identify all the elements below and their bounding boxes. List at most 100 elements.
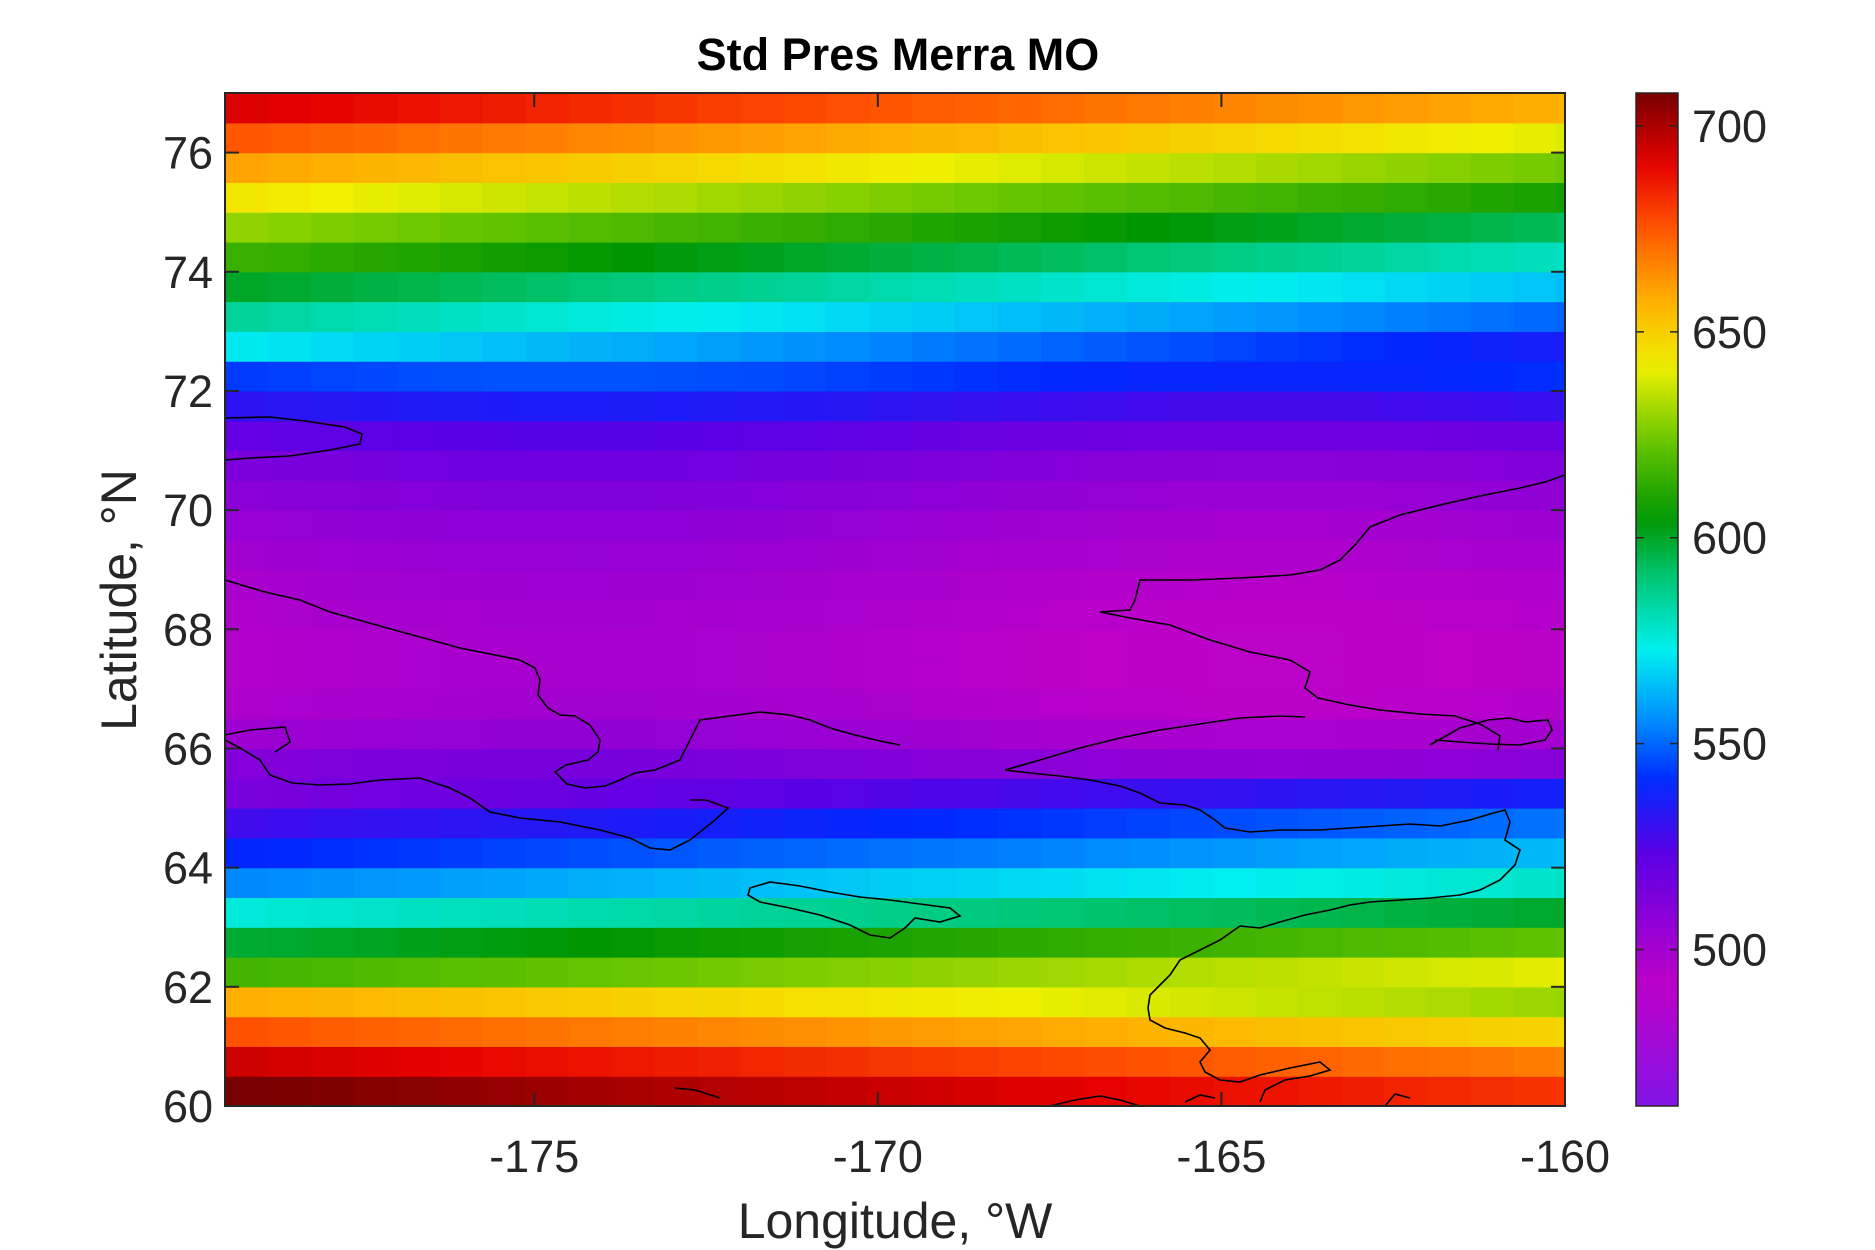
heatmap-cell — [1384, 1076, 1429, 1107]
heatmap-cell — [611, 1046, 656, 1077]
heatmap-cell — [1513, 659, 1558, 690]
heatmap-cell — [611, 152, 656, 183]
heatmap-cell — [1255, 510, 1300, 541]
heatmap-cell — [1556, 629, 1566, 660]
heatmap-cell — [525, 897, 570, 928]
heatmap-cell — [1041, 241, 1085, 273]
heatmap-cell — [396, 837, 441, 869]
heatmap-cell — [267, 301, 312, 332]
heatmap-cell — [697, 539, 741, 571]
heatmap-cell — [1556, 301, 1566, 332]
heatmap-cell — [1513, 331, 1558, 362]
heatmap-cell — [1083, 390, 1128, 422]
heatmap-cell — [1169, 331, 1214, 362]
heatmap-cell — [1169, 599, 1214, 630]
heatmap-cell — [1126, 212, 1171, 243]
heatmap-cell — [1384, 599, 1429, 630]
heatmap-cell — [310, 897, 355, 928]
colorbar-tick-label: 550 — [1692, 719, 1767, 770]
heatmap-cell — [1041, 271, 1085, 303]
heatmap-cell — [1341, 361, 1386, 392]
heatmap-cell — [1384, 927, 1429, 958]
heatmap-cell — [783, 629, 827, 660]
heatmap-cell — [697, 212, 741, 243]
x-tick-label: -170 — [833, 1131, 923, 1182]
heatmap-cell — [912, 837, 956, 869]
heatmap-cell — [740, 599, 784, 630]
heatmap-cell — [1556, 271, 1566, 303]
heatmap-cell — [267, 659, 312, 690]
heatmap-cell — [1083, 241, 1128, 273]
heatmap-cell — [1298, 599, 1343, 630]
heatmap-cell — [1556, 808, 1566, 839]
colorbar-tick-label: 500 — [1692, 925, 1767, 976]
heatmap-cell — [611, 659, 656, 690]
heatmap-cell — [353, 390, 398, 422]
heatmap-cell — [869, 986, 913, 1018]
heatmap-cell — [396, 808, 441, 839]
heatmap-cell — [1556, 927, 1566, 958]
heatmap-cell — [1298, 212, 1343, 243]
heatmap-cell — [1298, 93, 1343, 124]
kuskokwim-coast — [674, 1087, 1411, 1107]
heatmap-cell — [1427, 331, 1472, 362]
heatmap-cell — [1341, 271, 1386, 303]
heatmap-cell — [869, 450, 913, 481]
heatmap-cell — [1513, 569, 1558, 601]
heatmap-cell — [568, 1046, 613, 1077]
heatmap-cell — [783, 241, 827, 273]
heatmap-cell — [1298, 420, 1343, 452]
heatmap-cell — [1255, 241, 1300, 273]
heatmap-cell — [1255, 152, 1300, 183]
heatmap-cell — [998, 152, 1042, 183]
heatmap-cell — [998, 1076, 1042, 1107]
heatmap-cell — [439, 152, 484, 183]
heatmap-cell — [568, 599, 613, 630]
heatmap-cell — [654, 510, 699, 541]
heatmap-cell — [1298, 539, 1343, 571]
heatmap-cell — [353, 331, 398, 362]
heatmap-cell — [568, 212, 613, 243]
heatmap-cell — [1169, 93, 1214, 124]
heatmap-cell — [396, 659, 441, 690]
heatmap-cell — [1083, 1046, 1128, 1077]
heatmap-cell — [1341, 420, 1386, 452]
heatmap-cell — [1041, 1076, 1085, 1107]
heatmap-cell — [697, 897, 741, 928]
heatmap-cell — [955, 182, 999, 213]
heatmap-cell — [396, 450, 441, 481]
heatmap-cell — [439, 986, 484, 1018]
heatmap-cell — [396, 122, 441, 154]
heatmap-cell — [998, 986, 1042, 1018]
heatmap-cell — [783, 510, 827, 541]
heatmap-cell — [998, 688, 1042, 720]
heatmap-cell — [912, 718, 956, 750]
heatmap-cell — [482, 957, 527, 988]
heatmap-cell — [1126, 718, 1171, 750]
heatmap-cell — [225, 748, 269, 779]
heatmap-cell — [568, 927, 613, 958]
heatmap-cell — [1083, 808, 1128, 839]
heatmap-cell — [869, 688, 913, 720]
heatmap-cell — [1083, 986, 1128, 1018]
heatmap-cell — [912, 629, 956, 660]
heatmap-cell — [396, 629, 441, 660]
heatmap-cell — [1556, 331, 1566, 362]
heatmap-cell — [1556, 659, 1566, 690]
heatmap-cell — [525, 837, 570, 869]
heatmap-cell — [396, 182, 441, 213]
colorbar-tick-label: 600 — [1692, 513, 1767, 564]
y-tick-label: 70 — [163, 485, 213, 536]
heatmap-cell — [1341, 122, 1386, 154]
heatmap-cell — [1427, 361, 1472, 392]
heatmap-cell — [826, 152, 870, 183]
heatmap-cell — [1470, 897, 1515, 928]
heatmap-cell — [1513, 808, 1558, 839]
heatmap-cell — [1513, 867, 1558, 899]
heatmap-cell — [869, 1076, 913, 1107]
heatmap-cell — [955, 897, 999, 928]
heatmap-cell — [1513, 212, 1558, 243]
heatmap-cell — [1427, 93, 1472, 124]
heatmap-cell — [1126, 808, 1171, 839]
heatmap-cell — [439, 748, 484, 779]
